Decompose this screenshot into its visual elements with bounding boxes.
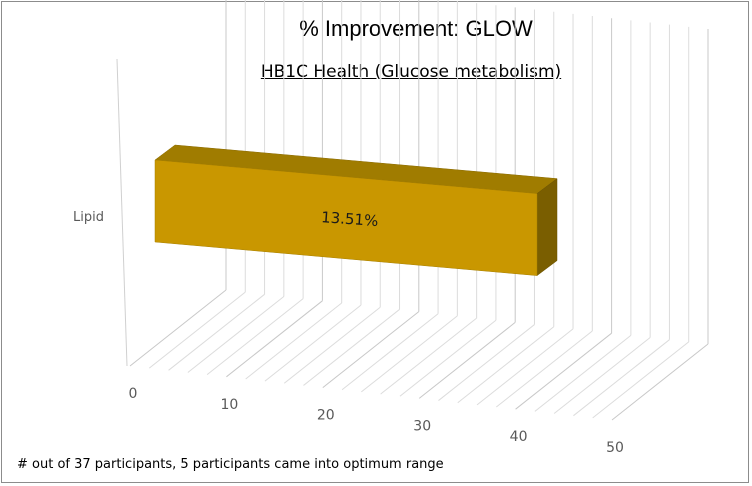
floor-gridline: [380, 317, 477, 395]
floor-gridline: [438, 324, 535, 401]
floor-gridline: [399, 319, 497, 397]
floor-gridline: [322, 311, 420, 388]
floor-gridline: [515, 332, 612, 410]
side-wall-edge: [116, 58, 128, 367]
floor-gridline: [553, 337, 651, 414]
x-tick-label: 20: [317, 408, 335, 424]
bar-side-face: [536, 178, 558, 277]
x-tick-label: 50: [606, 440, 624, 456]
floor-gridline: [264, 304, 362, 382]
data-label: 13.51%: [321, 208, 379, 230]
floor-gridline: [496, 330, 593, 408]
floor-gridline: [611, 343, 709, 421]
floor-gridline: [226, 300, 323, 378]
gridlines: [129, 0, 709, 421]
floor-gridline: [129, 289, 227, 367]
x-tick-label: 40: [510, 429, 528, 445]
floor-gridline: [418, 322, 516, 399]
floor-gridline: [476, 328, 574, 406]
category-label: Lipid: [73, 210, 104, 225]
x-tick-label: 10: [220, 397, 238, 413]
chart-subtitle: HB1C Health (Glucose metabolism): [260, 62, 562, 82]
floor-gridline: [168, 293, 265, 371]
x-tick-label: 30: [413, 418, 431, 434]
floor-gridline: [534, 334, 632, 412]
floor-gridline: [245, 302, 342, 380]
floor-gridline: [457, 326, 555, 404]
floor-gridline: [283, 306, 381, 384]
floor-gridline: [148, 291, 246, 369]
x-tick-label: 0: [129, 386, 138, 402]
floor-gridline: [187, 296, 285, 373]
floor-gridline: [303, 309, 400, 386]
bar-front-face: [154, 159, 538, 276]
chart-footnote: # out of 37 participants, 5 participants…: [17, 457, 444, 472]
floor-gridline: [592, 341, 690, 419]
floor-gridline: [206, 298, 304, 376]
chart-title: % Improvement: GLOW: [299, 16, 533, 41]
floor-gridline: [573, 339, 670, 417]
floor-gridline: [341, 313, 439, 391]
floor-gridline: [361, 315, 458, 393]
